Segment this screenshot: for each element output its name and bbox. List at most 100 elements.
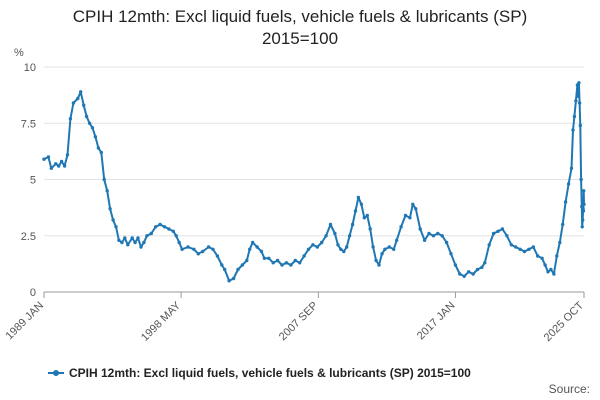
data-point[interactable] <box>133 240 137 245</box>
data-point[interactable] <box>333 231 337 236</box>
data-point[interactable] <box>336 243 340 247</box>
data-point[interactable] <box>411 202 415 206</box>
data-point[interactable] <box>368 227 372 231</box>
data-point[interactable] <box>458 272 462 276</box>
data-point[interactable] <box>339 247 343 251</box>
data-point[interactable] <box>578 123 582 128</box>
data-point[interactable] <box>271 261 275 265</box>
data-point[interactable] <box>572 114 577 119</box>
data-point[interactable] <box>99 150 104 155</box>
data-point[interactable] <box>377 263 381 267</box>
data-point[interactable] <box>298 261 302 265</box>
data-point[interactable] <box>262 256 267 260</box>
data-point[interactable] <box>449 252 453 256</box>
data-point[interactable] <box>108 207 112 211</box>
data-point[interactable] <box>440 234 444 238</box>
data-point[interactable] <box>275 258 280 263</box>
data-point[interactable] <box>196 252 200 256</box>
data-point[interactable] <box>302 254 306 258</box>
data-point[interactable] <box>387 245 391 249</box>
data-point[interactable] <box>444 240 449 245</box>
data-point[interactable] <box>531 245 535 249</box>
data-point[interactable] <box>158 222 162 227</box>
data-point[interactable] <box>462 274 466 278</box>
data-point[interactable] <box>522 249 527 254</box>
data-point[interactable] <box>491 231 496 236</box>
data-point[interactable] <box>293 258 297 263</box>
data-point[interactable] <box>255 245 259 249</box>
data-point[interactable] <box>356 195 361 200</box>
data-point[interactable] <box>206 245 211 249</box>
data-point[interactable] <box>353 209 358 213</box>
data-point[interactable] <box>186 245 190 249</box>
data-point[interactable] <box>582 202 586 206</box>
data-point[interactable] <box>577 81 581 85</box>
data-point[interactable] <box>483 261 487 265</box>
data-point[interactable] <box>399 225 403 229</box>
data-point[interactable] <box>96 146 101 150</box>
data-point[interactable] <box>475 267 480 272</box>
data-point[interactable] <box>76 96 80 101</box>
data-point[interactable] <box>414 207 418 211</box>
data-point[interactable] <box>93 135 98 139</box>
data-point[interactable] <box>180 247 184 251</box>
data-point[interactable] <box>558 240 562 245</box>
data-point[interactable] <box>306 247 311 251</box>
data-point[interactable] <box>139 245 143 249</box>
data-point[interactable] <box>105 189 109 193</box>
data-point[interactable] <box>561 222 565 227</box>
data-point[interactable] <box>111 218 115 222</box>
data-point[interactable] <box>362 216 366 220</box>
data-point[interactable] <box>552 272 556 276</box>
data-point[interactable] <box>149 231 153 236</box>
data-point[interactable] <box>518 247 522 251</box>
data-point[interactable] <box>68 117 73 121</box>
data-point[interactable] <box>65 153 70 157</box>
data-point[interactable] <box>320 240 324 245</box>
data-point[interactable] <box>408 216 412 220</box>
chart-legend[interactable]: CPIH 12mth: Excl liquid fuels, vehicle f… <box>48 366 471 380</box>
data-point[interactable] <box>581 218 585 222</box>
data-point[interactable] <box>427 231 431 236</box>
data-point[interactable] <box>62 164 67 168</box>
data-point[interactable] <box>577 101 582 105</box>
data-point[interactable] <box>284 261 289 265</box>
data-point[interactable] <box>167 227 171 231</box>
data-point[interactable] <box>315 245 319 249</box>
data-point[interactable] <box>431 234 436 238</box>
data-point[interactable] <box>359 202 364 206</box>
data-point[interactable] <box>350 222 355 227</box>
data-point[interactable] <box>540 256 544 260</box>
data-point[interactable] <box>580 225 584 229</box>
data-point[interactable] <box>345 245 349 249</box>
data-point[interactable] <box>162 225 167 229</box>
data-point[interactable] <box>79 90 83 94</box>
data-point[interactable] <box>569 166 574 170</box>
data-point[interactable] <box>114 225 118 229</box>
data-point[interactable] <box>267 256 271 260</box>
data-point[interactable] <box>171 229 175 233</box>
data-point[interactable] <box>231 276 236 281</box>
data-point[interactable] <box>102 177 106 182</box>
data-point[interactable] <box>84 114 89 119</box>
data-point[interactable] <box>251 240 255 245</box>
data-point[interactable] <box>240 263 245 267</box>
data-point[interactable] <box>418 227 422 231</box>
data-point[interactable] <box>220 263 224 267</box>
data-point[interactable] <box>347 234 352 238</box>
data-point[interactable] <box>487 243 491 247</box>
data-point[interactable] <box>174 234 178 238</box>
data-point[interactable] <box>59 159 64 164</box>
data-point[interactable] <box>342 249 346 254</box>
data-point[interactable] <box>46 155 51 159</box>
data-point[interactable] <box>227 279 231 283</box>
data-point[interactable] <box>579 177 583 182</box>
data-point[interactable] <box>117 238 121 242</box>
data-point[interactable] <box>467 270 471 274</box>
data-point[interactable] <box>505 234 509 238</box>
data-point[interactable] <box>546 270 550 274</box>
data-point[interactable] <box>215 254 220 258</box>
data-point[interactable] <box>145 234 149 238</box>
data-point[interactable] <box>566 182 571 186</box>
data-point[interactable] <box>87 121 92 126</box>
